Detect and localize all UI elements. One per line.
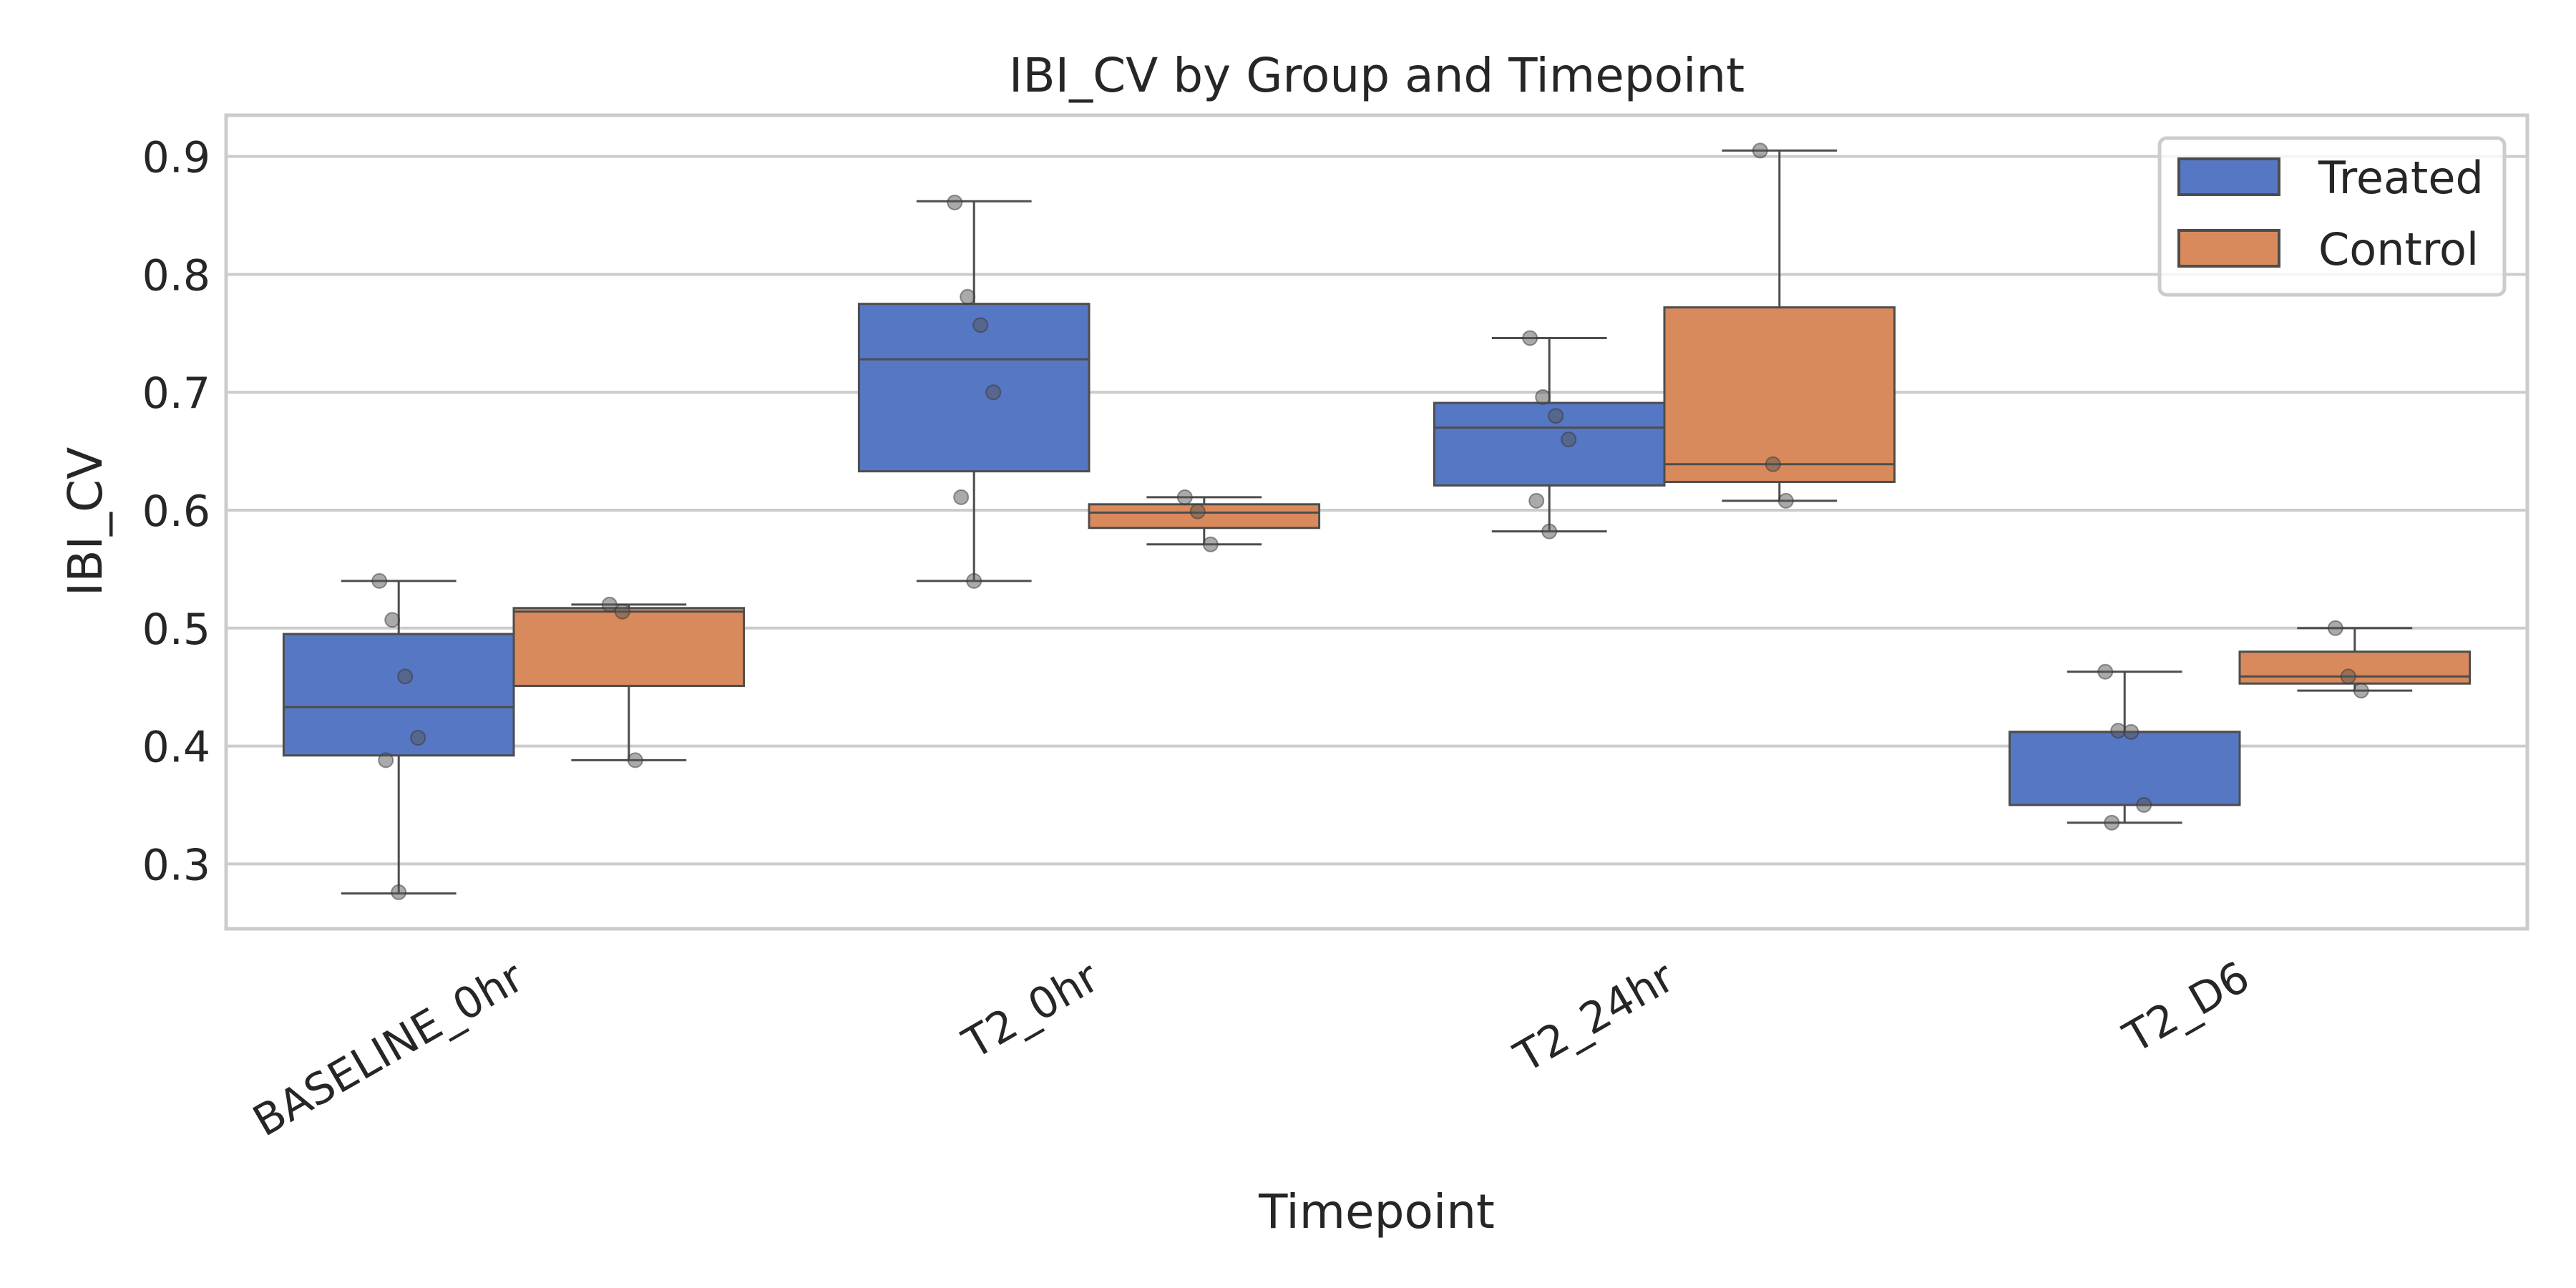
data-point: [953, 489, 970, 505]
data-point: [2104, 814, 2120, 831]
boxes: [282, 149, 2472, 895]
box-control: [1663, 306, 1896, 483]
data-point: [2340, 668, 2356, 685]
box-treated: [282, 633, 515, 757]
legend-swatch-treated: [2177, 157, 2280, 196]
data-point: [2353, 683, 2369, 699]
y-tick-label: 0.7: [142, 369, 210, 419]
data-point: [1752, 142, 1768, 159]
data-point: [1765, 456, 1781, 472]
x-tick-label: T2_24hr: [1506, 952, 1682, 1083]
data-point: [1561, 431, 1577, 448]
data-point: [1777, 492, 1794, 509]
data-point: [378, 752, 394, 769]
x-tick-label: T2_0hr: [954, 952, 1107, 1069]
data-point: [371, 572, 388, 589]
box-treated: [2008, 731, 2241, 806]
chart-title: IBI_CV by Group and Timepoint: [1009, 48, 1745, 103]
data-point: [1548, 408, 1564, 424]
box-control: [512, 607, 746, 688]
y-tick-label: 0.3: [142, 840, 210, 890]
box-control: [2238, 650, 2472, 685]
data-point: [972, 317, 989, 333]
box-treated: [1433, 401, 1666, 487]
data-point: [947, 194, 963, 210]
data-point: [2097, 663, 2114, 680]
data-point: [1528, 492, 1545, 509]
data-point: [397, 668, 414, 685]
y-tick-label: 0.5: [142, 605, 210, 655]
data-point: [614, 603, 630, 620]
y-tick-label: 0.4: [142, 723, 210, 773]
data-point: [2327, 620, 2343, 636]
data-point: [1202, 536, 1219, 552]
plot-frame: [224, 113, 2529, 931]
data-point: [627, 752, 643, 769]
x-tick-label: BASELINE_0hr: [245, 952, 532, 1146]
data-point: [410, 730, 426, 746]
legend: Treated Control: [2157, 136, 2507, 297]
y-tick-label: 0.9: [142, 133, 210, 183]
legend-label-control: Control: [2318, 223, 2479, 275]
x-tick-labels: BASELINE_0hr T2_0hr T2_24hr T2_D6: [245, 952, 2258, 1146]
data-point: [384, 612, 401, 628]
x-tick-label: T2_D6: [2115, 952, 2258, 1063]
data-point: [966, 572, 982, 589]
data-point: [1176, 489, 1193, 505]
y-tick-label: 0.8: [142, 250, 210, 301]
data-point: [391, 884, 407, 900]
y-tick-labels: 0.3 0.4 0.5 0.6 0.7 0.8 0.9: [142, 133, 210, 891]
x-axis-label: Timepoint: [1258, 1184, 1495, 1239]
data-point: [2110, 723, 2127, 739]
box-treated: [857, 303, 1091, 473]
y-axis-label: IBI_CV: [58, 447, 113, 596]
data-point: [1189, 503, 1206, 519]
data-point: [985, 384, 1002, 401]
data-point: [601, 596, 618, 613]
y-tick-label: 0.6: [142, 487, 210, 537]
data-point: [1541, 523, 1558, 540]
data-point: [1535, 389, 1551, 405]
data-point: [2123, 723, 2140, 740]
legend-label-treated: Treated: [2318, 152, 2484, 204]
data-point: [960, 288, 976, 305]
legend-swatch-control: [2177, 229, 2280, 268]
data-point: [1522, 330, 1538, 346]
data-point: [2136, 796, 2152, 813]
points: [371, 142, 2369, 900]
